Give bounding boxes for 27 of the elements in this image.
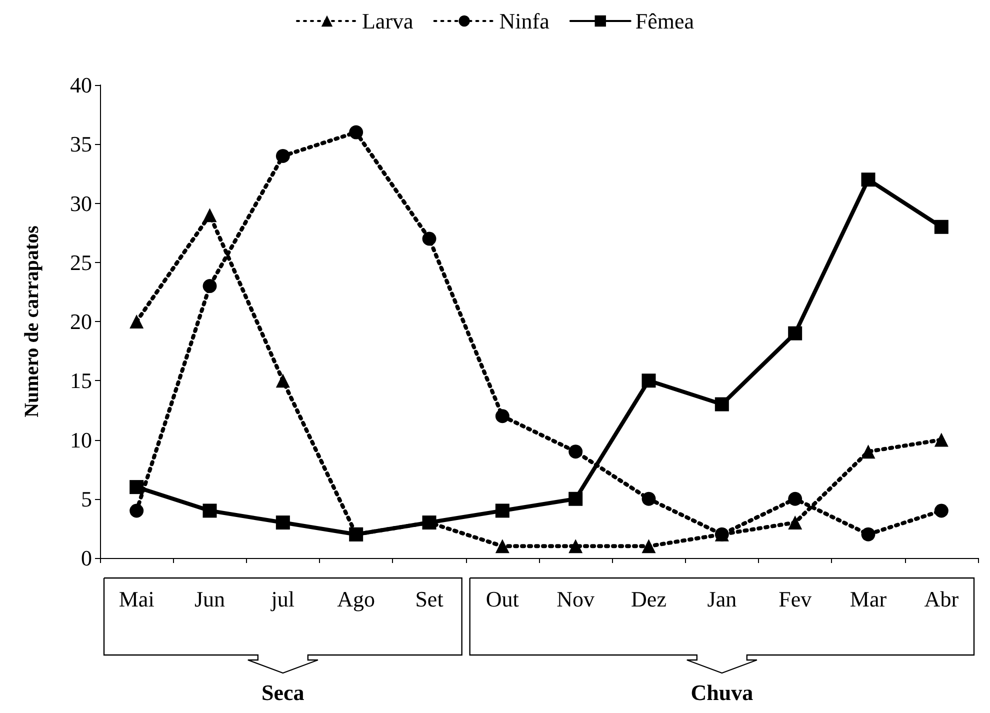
x-tick-label: Nov [556, 586, 595, 612]
y-tick-label: 40 [70, 72, 92, 98]
x-tick-label: Mai [118, 586, 154, 612]
y-tick-label: 15 [70, 368, 92, 394]
y-tick-label: 5 [81, 486, 92, 512]
legend-label: Ninfa [499, 8, 550, 34]
x-tick-label: Ago [337, 586, 376, 612]
y-tick-label: 35 [70, 132, 92, 157]
text: Seca [262, 680, 304, 705]
legend-label: Fêmea [635, 8, 694, 34]
legend-label: Larva [362, 8, 414, 34]
x-tick-label: Set [415, 586, 444, 612]
x-tick-label: jul [270, 586, 295, 612]
x-tick-label: Jun [194, 586, 226, 612]
y-tick-label: 20 [70, 309, 92, 334]
y-tick-label: 10 [70, 427, 92, 452]
x-tick-label: Dez [631, 586, 667, 612]
y-axis-title: Numero de carrapatos [21, 225, 43, 418]
y-tick-label: 0 [81, 546, 92, 570]
y-tick-label: 25 [70, 250, 92, 275]
x-tick-label: Fev [778, 586, 812, 612]
text: Chuva [690, 680, 754, 705]
x-tick-label: Abr [924, 586, 960, 612]
x-tick-label: Out [486, 586, 519, 612]
x-tick-label: Mar [850, 586, 888, 612]
x-tick-label: Jan [707, 586, 737, 612]
y-tick-label: 30 [70, 190, 92, 216]
